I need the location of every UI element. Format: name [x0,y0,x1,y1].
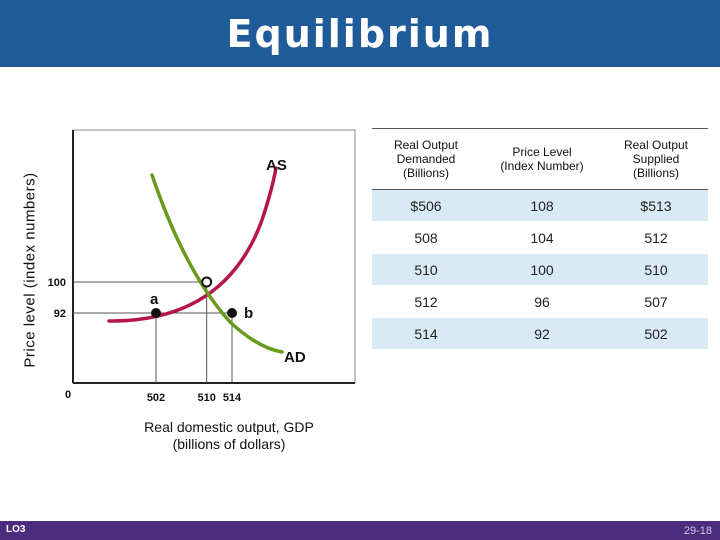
ad-curve-label: AD [284,349,306,366]
cell-demanded: 512 [372,285,480,318]
ad-curve [150,173,284,354]
cell-supplied: 502 [604,317,708,350]
header-line: (Billions) [632,166,679,180]
point-b-label: b [244,305,253,322]
header-price-level: Price Level (Index Number) [480,128,604,190]
as-curve [107,166,278,323]
origin-label: 0 [65,389,71,401]
cell-supplied: 510 [604,253,708,286]
header-line: Price Level [512,145,572,159]
x-axis-label-line-2: (billions of dollars) [172,436,286,452]
learning-objective-label: LO3 [6,524,26,535]
cell-supplied: 512 [604,221,708,254]
cell-supplied: $513 [604,189,708,222]
x-tick-label-510: 510 [197,392,215,404]
table-row: 512 96 507 [372,285,708,318]
table-header-row: Real Output Demanded (Billions) Price Le… [372,128,708,190]
slide-number: 29-18 [683,525,712,537]
header-line: Supplied [632,152,680,166]
cell-price: 100 [480,253,604,286]
equilibrium-table: Real Output Demanded (Billions) Price Le… [372,128,708,350]
point-b-marker [227,308,237,318]
cell-price: 96 [480,285,604,318]
y-tick-label-92: 92 [54,308,66,320]
equilibrium-point-marker [201,276,213,288]
x-tick-label-514: 514 [223,392,242,404]
header-line: Demanded [396,152,456,166]
table-row: 514 92 502 [372,317,708,350]
table-row: 508 104 512 [372,221,708,254]
header-output-supplied: Real Output Supplied (Billions) [604,128,708,190]
table-row: 510 100 510 [372,253,708,286]
footer-bar: LO3 29-18 [0,521,720,540]
cell-price: 104 [480,221,604,254]
header-line: Real Output [623,138,689,152]
x-axis-label-line-1: Real domestic output, GDP [144,419,314,435]
cell-price: 92 [480,317,604,350]
x-tick-label-502: 502 [147,392,165,404]
cell-demanded: 514 [372,317,480,350]
header-line: Real Output [393,138,459,152]
point-a-label: a [150,291,159,308]
header-line: (Index Number) [500,159,584,173]
point-a-marker [151,308,161,318]
y-axis-label: Price level (index numbers) [21,172,39,368]
plot-frame [72,129,356,384]
equilibrium-chart: a b AS AD 100 92 502 510 514 0 [48,129,356,404]
slide-title: Equilibrium [226,12,494,56]
header-output-demanded: Real Output Demanded (Billions) [372,128,480,190]
cell-supplied: 507 [604,285,708,318]
y-tick-label-100: 100 [48,277,66,289]
as-curve-label: AS [266,157,287,174]
cell-price: 108 [480,189,604,222]
cell-demanded: $506 [372,189,480,222]
title-bar: Equilibrium [0,0,720,67]
cell-demanded: 508 [372,221,480,254]
table-row: $506 108 $513 [372,189,708,222]
header-line: (Billions) [402,166,449,180]
x-axis-label: Real domestic output, GDP (billions of d… [118,419,340,453]
cell-demanded: 510 [372,253,480,286]
